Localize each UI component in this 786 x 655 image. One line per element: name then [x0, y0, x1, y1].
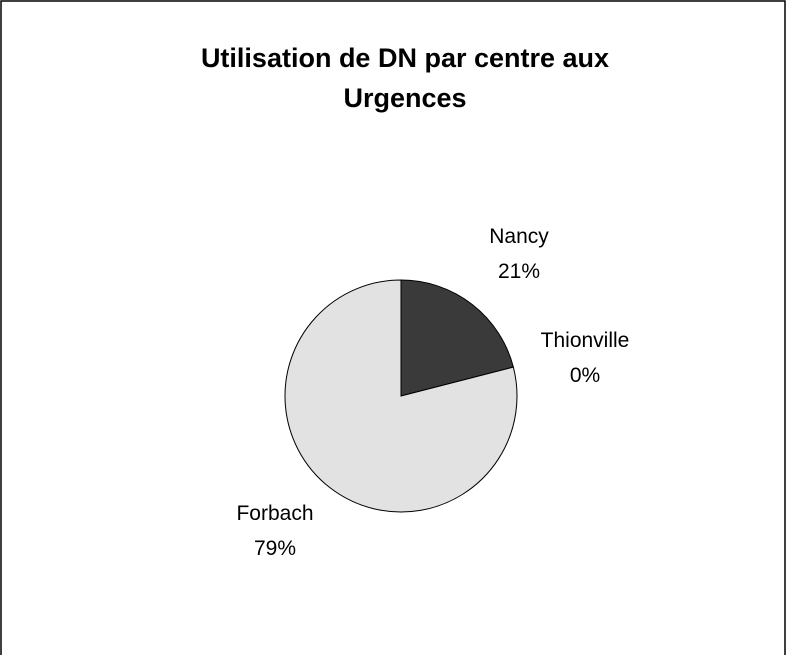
chart-title: Utilisation de DN par centre aux Urgence… [200, 43, 610, 113]
slice-value-label: 0% [570, 364, 600, 387]
slice-label: Thionville [541, 329, 630, 352]
slice-value-label: 79% [254, 537, 296, 560]
slice-label: Nancy [489, 225, 549, 248]
pie-slice [284, 279, 518, 513]
pie-slice [400, 279, 514, 397]
slice-label: Forbach [236, 502, 313, 525]
slice-value-label: 21% [498, 260, 540, 283]
